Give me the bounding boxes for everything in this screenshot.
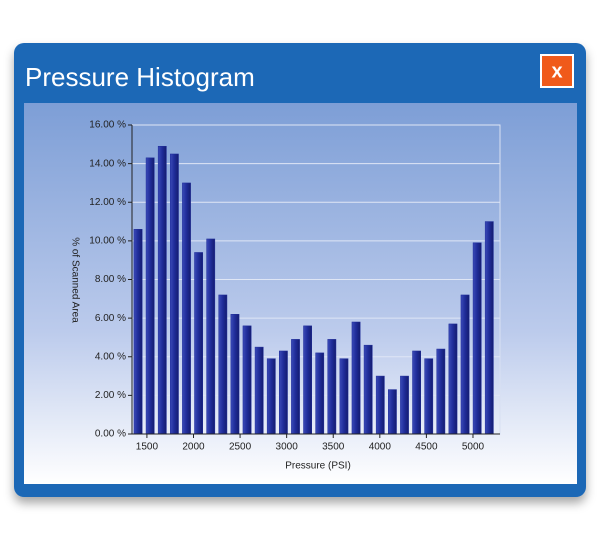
y-tick-label: 16.00 % (89, 120, 126, 131)
chart: % of Scanned Area Pressure (PSI) 0.00 % 2… (69, 120, 501, 472)
y-tick-label: 0.00 % (95, 429, 126, 440)
dialog-title: Pressure Histogram (25, 62, 255, 92)
bar (279, 350, 288, 435)
y-tick-label: 6.00 % (95, 313, 126, 324)
bar (266, 358, 276, 435)
x-tick-label: 2000 (182, 442, 205, 453)
bar (194, 252, 203, 435)
bar (230, 314, 240, 435)
bar (327, 339, 337, 435)
bar (448, 323, 458, 435)
y-tick-label: 10.00 % (89, 236, 126, 247)
bar (315, 352, 325, 435)
y-tick-label: 2.00 % (95, 390, 126, 401)
bar (424, 358, 434, 435)
x-tick-label: 3500 (322, 442, 345, 453)
x-tick-label: 4000 (369, 442, 392, 453)
bar (291, 339, 300, 435)
bar (351, 321, 361, 435)
x-axis-label: Pressure (PSI) (285, 461, 351, 472)
x-tick-label: 5000 (462, 442, 485, 453)
bar (218, 294, 228, 435)
x-tick-label: 2500 (229, 442, 252, 453)
content-area (24, 103, 577, 484)
bar (400, 375, 409, 435)
y-tick-label: 8.00 % (95, 274, 126, 285)
bar (412, 350, 421, 435)
bar (145, 157, 155, 435)
x-tick-label: 1500 (136, 442, 159, 453)
bar (363, 344, 373, 435)
x-tick-label: 3000 (276, 442, 299, 453)
bar (339, 358, 349, 435)
y-axis-label: % of Scanned Area (69, 237, 80, 323)
close-button[interactable] (540, 54, 574, 88)
y-tick-label: 4.00 % (95, 351, 126, 362)
bar (182, 182, 191, 435)
bar (375, 375, 385, 435)
bar (242, 325, 252, 435)
bar (254, 346, 264, 435)
x-tick-label: 4500 (415, 442, 438, 453)
bar (206, 238, 216, 435)
bar (484, 221, 494, 435)
bar (157, 145, 167, 435)
bar (436, 348, 446, 435)
y-tick-label: 12.00 % (89, 197, 126, 208)
bar (170, 153, 179, 435)
bar (388, 389, 397, 435)
bar (460, 294, 470, 435)
bar (303, 325, 312, 435)
bar (472, 242, 482, 435)
y-tick-label: 14.00 % (89, 158, 126, 169)
bar (133, 229, 143, 435)
close-label[interactable]: x (551, 60, 562, 82)
